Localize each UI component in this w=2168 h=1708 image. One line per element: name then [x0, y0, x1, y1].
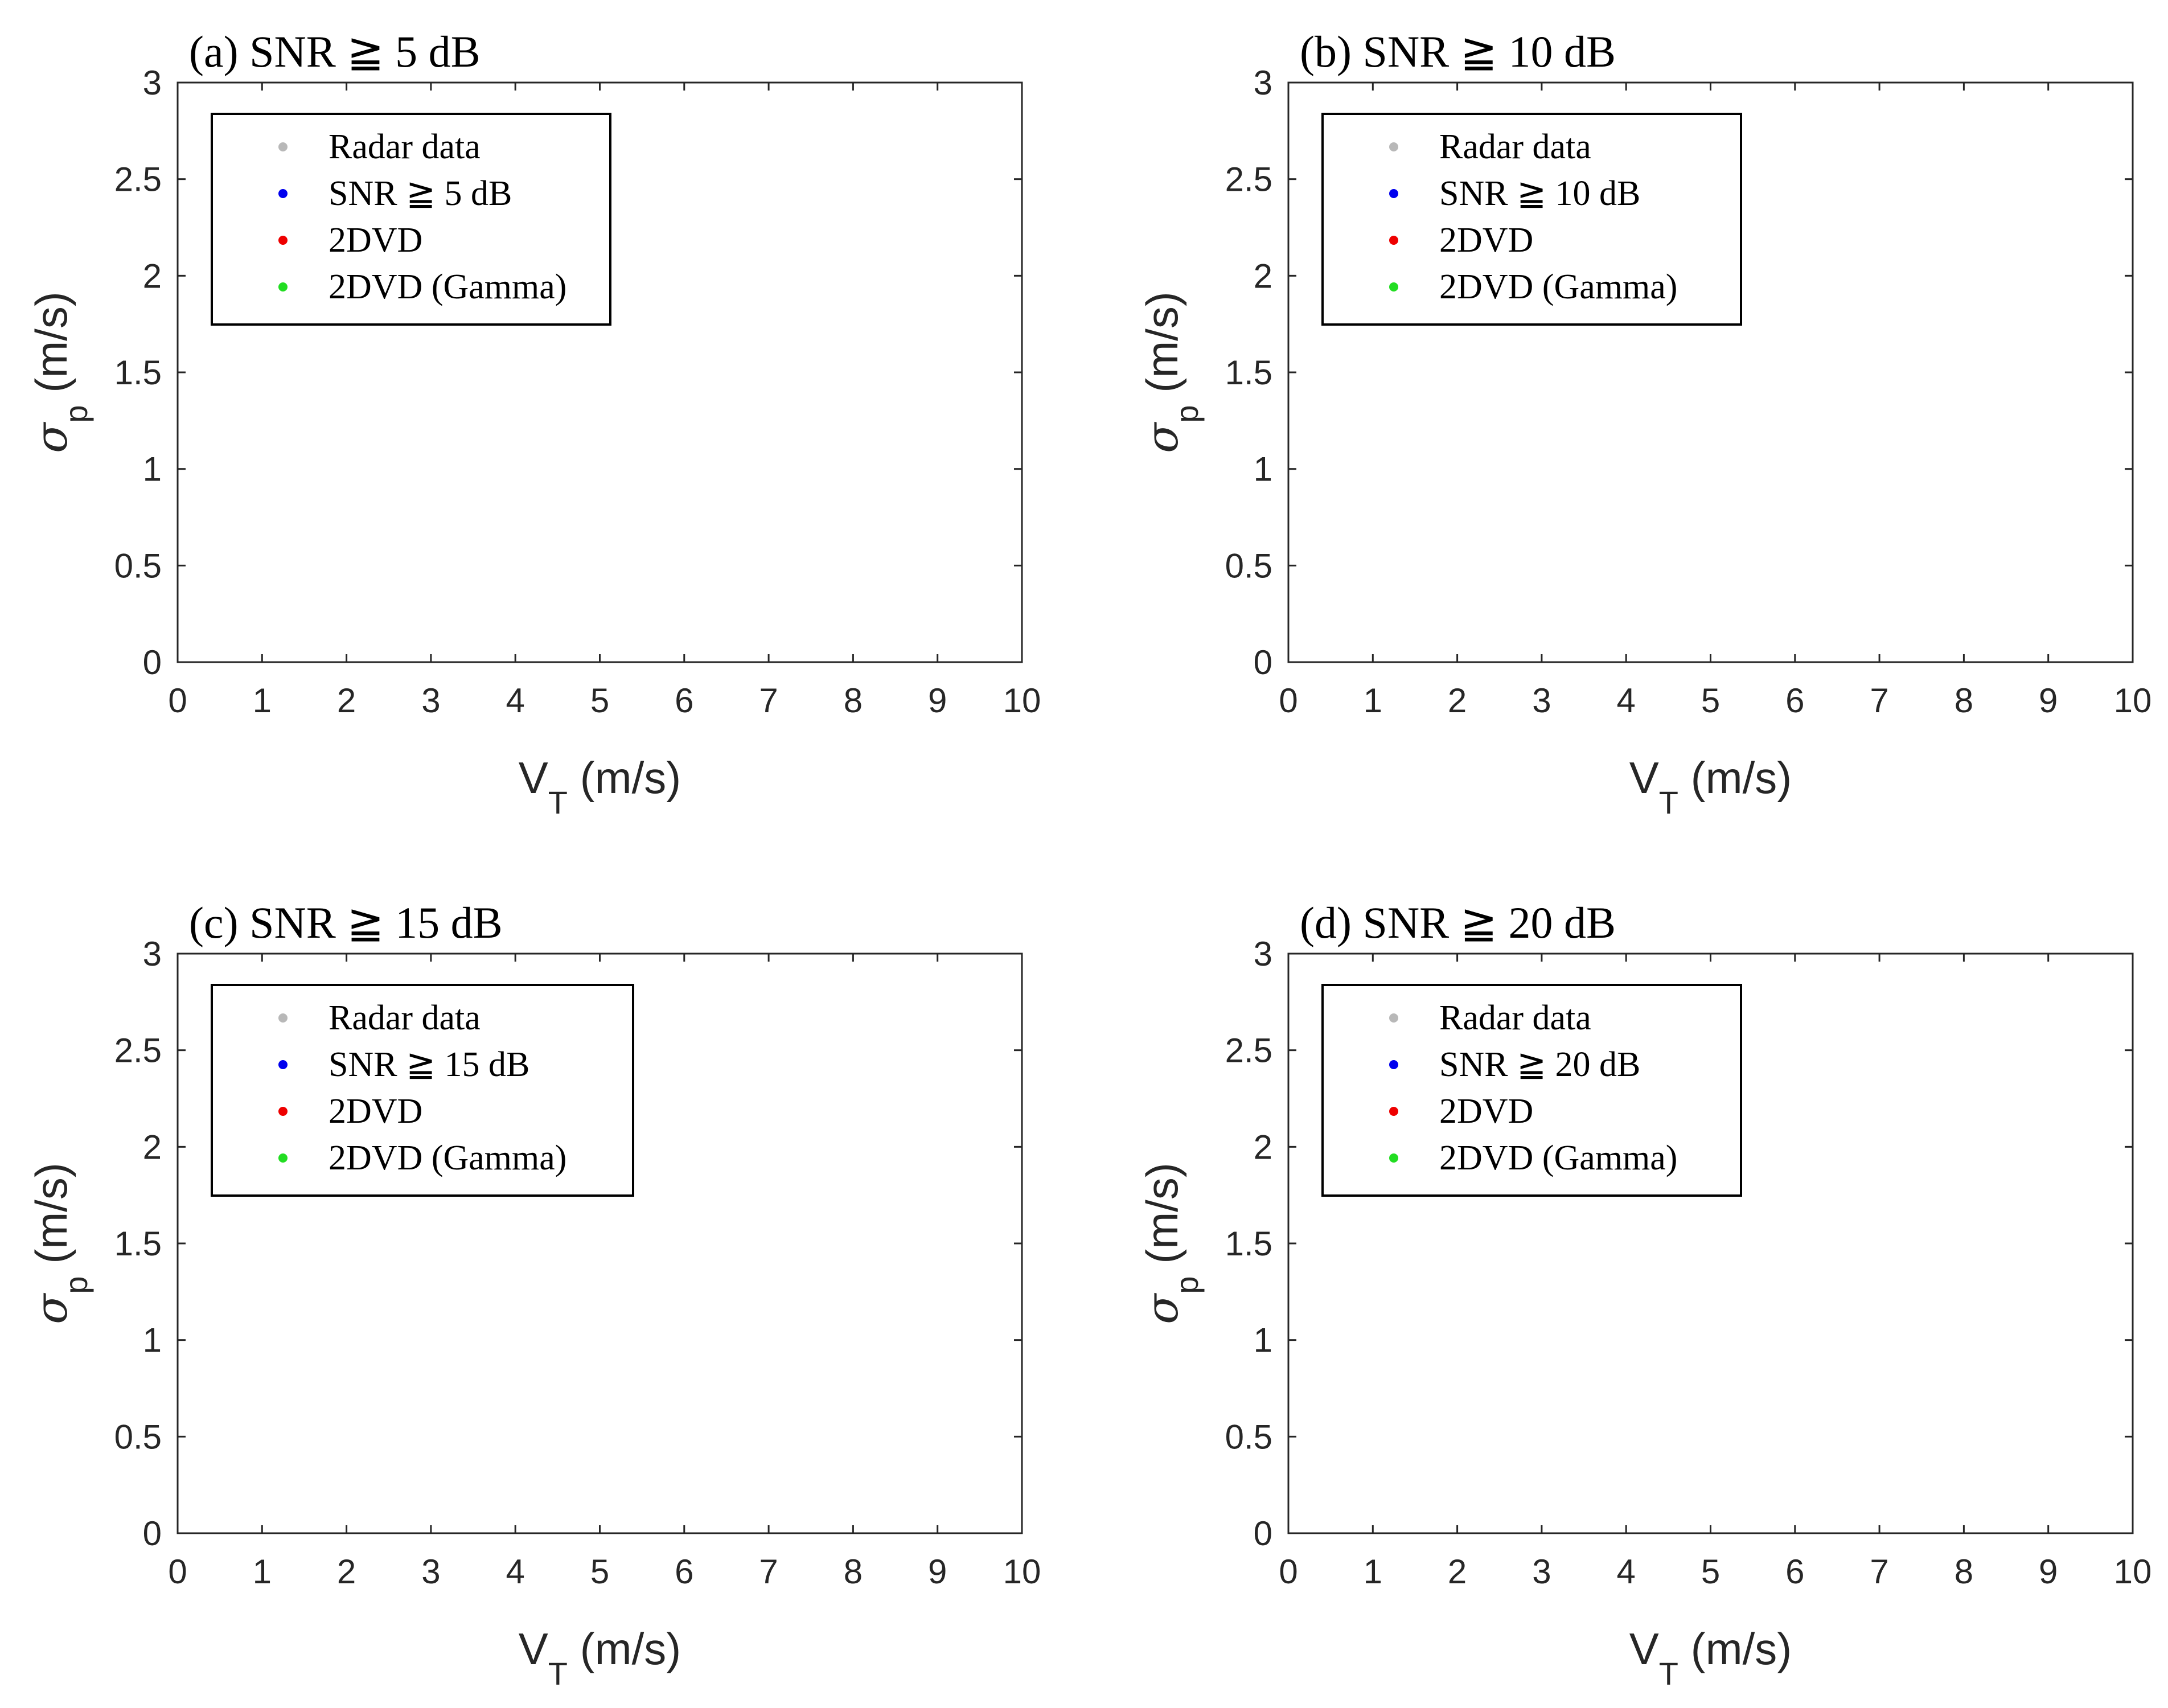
chart-panel-a: 0 1 2 3 4 5 6 7 8 9 1000.511.522.53VT (m/s)σp (m/s…	[26, 27, 1041, 820]
